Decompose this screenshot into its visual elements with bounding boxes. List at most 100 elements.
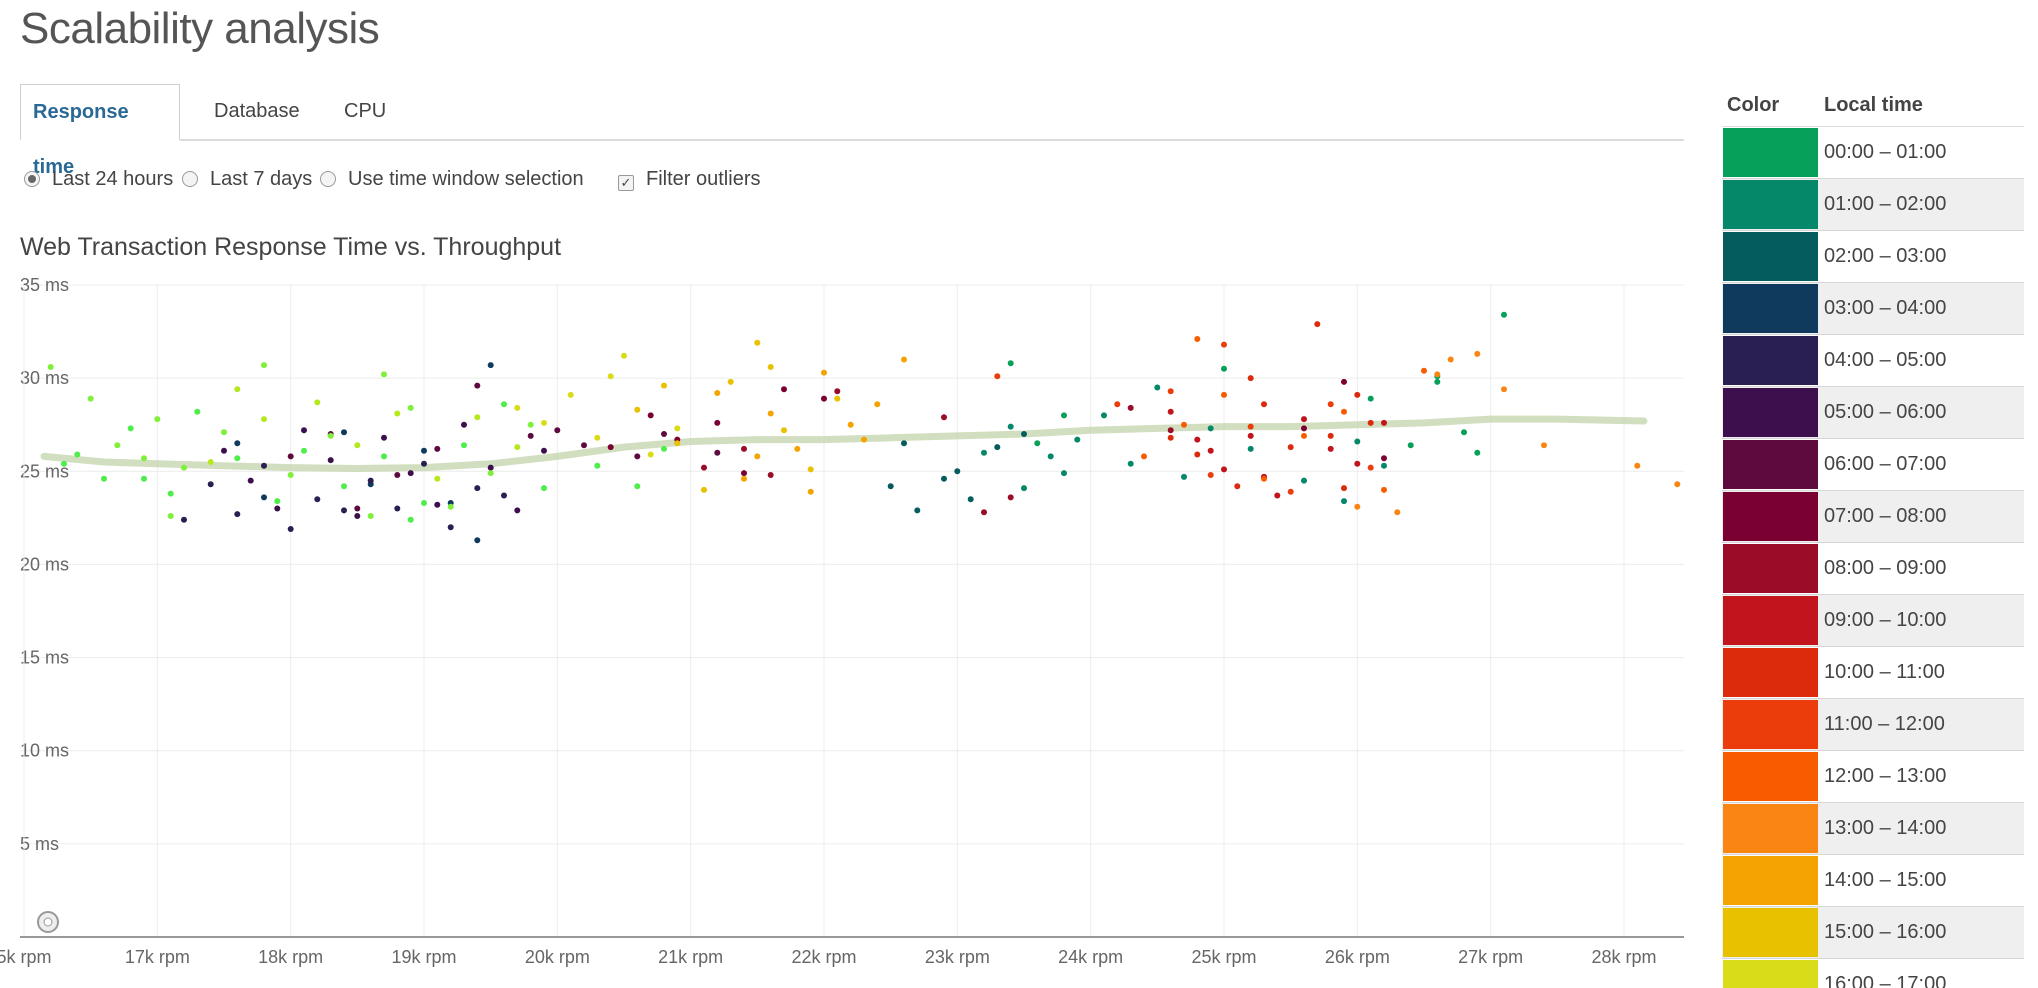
- data-point: [1354, 391, 1361, 398]
- data-point: [327, 457, 334, 464]
- data-point: [1261, 475, 1267, 482]
- data-point: [1354, 438, 1361, 445]
- data-point: [821, 369, 827, 376]
- data-point: [834, 388, 841, 395]
- data-point: [1021, 485, 1027, 492]
- legend-row: 13:00 – 14:00: [1722, 803, 2024, 855]
- data-point: [1327, 432, 1334, 439]
- legend-row: 07:00 – 08:00: [1722, 491, 2024, 543]
- data-point: [221, 447, 227, 454]
- option-filter-outliers[interactable]: ✓ Filter outliers: [618, 168, 760, 191]
- data-point: [487, 470, 494, 477]
- color-legend: Color Local time 00:00 – 01:00 01:00 – 02…: [1722, 88, 2024, 988]
- legend-swatch: [1723, 440, 1818, 489]
- tab-cpu[interactable]: CPU: [344, 100, 387, 122]
- legend-row: 04:00 – 05:00: [1722, 335, 2024, 387]
- data-point: [527, 432, 534, 439]
- legend-swatch: [1723, 544, 1818, 593]
- data-point: [941, 414, 947, 421]
- data-point: [207, 481, 214, 488]
- data-point: [207, 459, 214, 465]
- option-time-window[interactable]: Use time window selection: [320, 168, 584, 191]
- data-point: [341, 507, 347, 514]
- y-tick-label: 35 ms: [20, 275, 69, 295]
- data-point: [834, 395, 841, 402]
- data-point: [1287, 444, 1294, 451]
- y-tick-label: 25 ms: [20, 461, 69, 481]
- x-tick-label: 23k rpm: [925, 947, 990, 967]
- data-point: [474, 414, 481, 421]
- data-point: [1447, 356, 1454, 363]
- data-point: [1367, 395, 1374, 402]
- option-label: Filter outliers: [646, 168, 761, 190]
- legend-row: 00:00 – 01:00: [1722, 127, 2024, 179]
- data-point: [381, 453, 387, 460]
- data-point: [541, 419, 547, 426]
- data-point: [274, 498, 281, 505]
- data-point: [394, 472, 401, 478]
- radio-time-window[interactable]: [320, 171, 336, 187]
- data-point: [741, 445, 747, 452]
- data-point: [1327, 445, 1334, 452]
- data-point: [1221, 365, 1227, 372]
- data-point: [674, 425, 681, 432]
- data-point: [461, 442, 467, 449]
- data-point: [87, 395, 94, 402]
- data-point: [314, 496, 321, 503]
- data-point: [221, 429, 227, 436]
- data-point: [1034, 440, 1041, 447]
- tab-response-time[interactable]: Response time: [20, 84, 180, 178]
- data-point: [234, 386, 241, 393]
- data-point: [1367, 464, 1374, 471]
- data-point: [301, 427, 307, 434]
- radio-last-7-days[interactable]: [182, 171, 198, 187]
- option-last-7-days[interactable]: Last 7 days: [182, 168, 312, 191]
- legend-label: 16:00 – 17:00: [1824, 973, 1947, 988]
- data-point: [1287, 488, 1294, 495]
- legend-label: 02:00 – 03:00: [1824, 245, 1947, 267]
- legend-row: 15:00 – 16:00: [1722, 907, 2024, 959]
- data-point: [741, 475, 747, 482]
- tab-database[interactable]: Database: [214, 100, 300, 122]
- data-point: [874, 401, 881, 408]
- legend-swatch: [1723, 700, 1818, 749]
- legend-label: 12:00 – 13:00: [1824, 765, 1947, 787]
- data-point: [501, 401, 507, 408]
- legend-label: 14:00 – 15:00: [1824, 869, 1947, 891]
- data-point: [141, 455, 147, 462]
- legend-swatch: [1723, 960, 1818, 988]
- data-point: [1234, 483, 1241, 490]
- data-point: [327, 432, 334, 439]
- data-point: [181, 516, 187, 523]
- data-point: [1247, 423, 1254, 430]
- data-point: [1421, 367, 1427, 374]
- data-point: [607, 373, 614, 380]
- filter-outliers-checkbox[interactable]: ✓: [618, 175, 634, 191]
- option-last-24-hours[interactable]: Last 24 hours: [24, 168, 173, 191]
- x-tick-label: 18k rpm: [258, 947, 323, 967]
- data-point: [807, 466, 814, 473]
- data-point: [647, 451, 654, 458]
- data-point: [447, 524, 454, 531]
- radio-last-24-hours[interactable]: [24, 171, 40, 187]
- legend-swatch: [1723, 232, 1818, 281]
- data-point: [74, 451, 81, 458]
- data-point: [247, 477, 254, 484]
- legend-header-color: Color: [1727, 94, 1780, 116]
- data-point: [1221, 341, 1227, 348]
- data-point: [1221, 391, 1227, 398]
- data-point: [154, 416, 161, 423]
- x-tick-label: 21k rpm: [658, 947, 723, 967]
- data-point: [807, 488, 814, 495]
- legend-row: 06:00 – 07:00: [1722, 439, 2024, 491]
- data-point: [1381, 462, 1387, 469]
- data-point: [1341, 498, 1347, 505]
- legend-swatch: [1723, 752, 1818, 801]
- data-point: [1247, 445, 1254, 452]
- data-point: [261, 362, 267, 369]
- data-point: [1221, 466, 1227, 473]
- legend-header: Color Local time: [1722, 88, 2024, 127]
- data-point: [794, 445, 801, 452]
- legend-label: 09:00 – 10:00: [1824, 609, 1947, 631]
- data-point: [487, 362, 494, 369]
